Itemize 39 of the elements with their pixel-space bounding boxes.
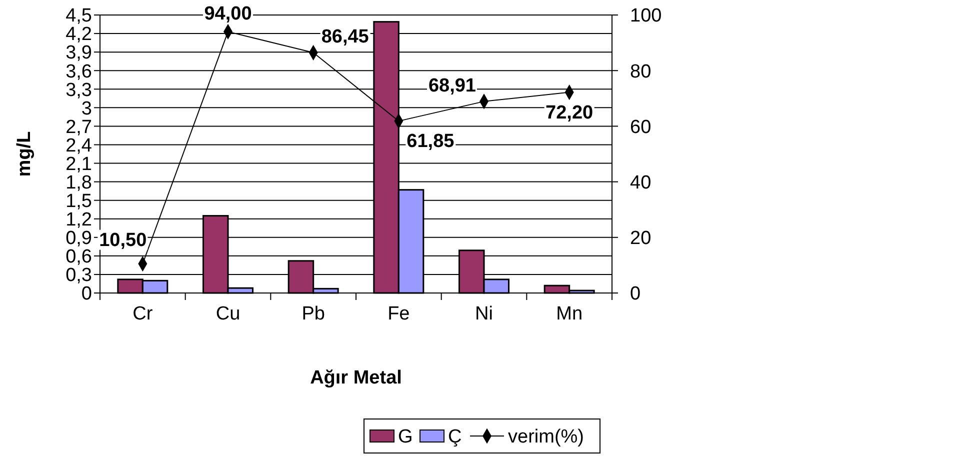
x-tick-label: Mn: [556, 304, 583, 325]
data-label: 68,91: [428, 75, 476, 96]
y-tick-label: 1,8: [66, 172, 92, 194]
y-tick-label: 0,9: [66, 228, 92, 250]
y2-tick-label: 20: [630, 228, 652, 250]
y-tick-label: 1,2: [66, 210, 92, 231]
y-tick-label: 3,6: [66, 61, 92, 82]
y-tick-label: 3,3: [66, 80, 92, 101]
y-axis-title: mg/L: [14, 130, 35, 177]
y-tick-label: 0: [81, 284, 92, 305]
y2-tick-label: 0: [630, 284, 641, 305]
x-axis-title: Ağır Metal: [310, 368, 402, 389]
y-tick-label: 2,4: [66, 135, 92, 156]
data-label: 94,00: [204, 4, 252, 25]
y2-tick-label: 60: [630, 116, 652, 138]
data-label: 86,45: [321, 26, 370, 48]
x-tick-label: Fe: [388, 304, 410, 325]
y2-tick-label: 40: [630, 172, 652, 194]
y2-tick-label: 100: [630, 6, 662, 27]
x-tick-label: Cr: [132, 304, 154, 325]
y2-tick-label: 80: [630, 61, 652, 82]
x-tick-label: Ni: [475, 304, 493, 325]
y-tick-label: 0,3: [66, 265, 92, 286]
data-label: 10,50: [99, 230, 147, 251]
y-tick-label: 1,5: [66, 190, 92, 212]
x-tick-label: Pb: [302, 304, 325, 325]
legend-label: G: [398, 426, 413, 448]
data-label: 61,85: [406, 131, 455, 152]
y-tick-label: 3,9: [66, 42, 92, 64]
y-tick-label: 3: [81, 98, 92, 120]
legend-label: Ç: [448, 426, 462, 448]
y-tick-label: 2,7: [66, 116, 92, 138]
y-tick-label: 4,5: [66, 6, 92, 27]
y-tick-label: 0,6: [66, 246, 92, 268]
legend-label: verim(%): [508, 426, 584, 448]
y-tick-label: 4,2: [66, 24, 92, 46]
data-label: 72,20: [546, 102, 594, 124]
y-tick-label: 2,1: [66, 154, 92, 175]
x-tick-label: Cu: [216, 304, 240, 325]
